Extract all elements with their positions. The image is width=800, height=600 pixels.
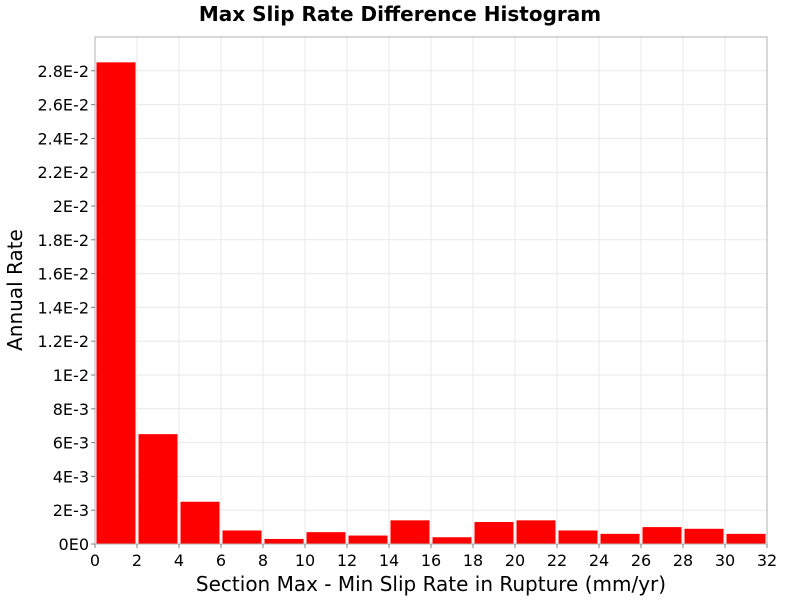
histogram-bar bbox=[348, 535, 388, 544]
x-tick-label: 10 bbox=[295, 551, 315, 570]
histogram-bar bbox=[684, 528, 724, 544]
x-tick-label: 12 bbox=[337, 551, 357, 570]
histogram-bar bbox=[306, 532, 346, 544]
y-tick-label: 6E-3 bbox=[53, 434, 89, 453]
x-tick-label: 6 bbox=[216, 551, 226, 570]
histogram-bar bbox=[726, 533, 766, 544]
x-tick-label: 16 bbox=[421, 551, 441, 570]
grid-layer bbox=[94, 37, 768, 545]
y-tick-label: 2E-3 bbox=[53, 501, 89, 520]
histogram-bar bbox=[138, 434, 178, 544]
histogram-bar bbox=[600, 533, 640, 544]
x-tick-label: 30 bbox=[715, 551, 735, 570]
histogram-bar bbox=[222, 530, 262, 544]
y-tick-label: 2.4E-2 bbox=[37, 129, 89, 148]
x-tick-label: 4 bbox=[174, 551, 184, 570]
x-tick-label: 8 bbox=[258, 551, 268, 570]
y-tick-label: 4E-3 bbox=[53, 467, 89, 486]
chart-title: Max Slip Rate Difference Histogram bbox=[199, 2, 601, 26]
y-tick-label: 1.6E-2 bbox=[37, 265, 89, 284]
y-tick-label: 1.8E-2 bbox=[37, 231, 89, 250]
y-tick-label: 1.2E-2 bbox=[37, 332, 89, 351]
y-tick-label: 1E-2 bbox=[53, 366, 89, 385]
x-tick-label: 2 bbox=[132, 551, 142, 570]
histogram-bar bbox=[390, 520, 430, 544]
y-tick-label: 2E-2 bbox=[53, 197, 89, 216]
histogram-bar bbox=[516, 520, 556, 544]
bars-layer bbox=[96, 62, 766, 544]
y-tick-label: 1.4E-2 bbox=[37, 298, 89, 317]
histogram-bar bbox=[558, 530, 598, 544]
x-tick-label: 22 bbox=[547, 551, 567, 570]
histogram-bar bbox=[642, 527, 682, 544]
histogram-bar bbox=[264, 538, 304, 544]
x-axis-label: Section Max - Min Slip Rate in Rupture (… bbox=[196, 572, 666, 596]
x-tick-label: 14 bbox=[379, 551, 399, 570]
x-tick-label: 26 bbox=[631, 551, 651, 570]
x-tick-label: 0 bbox=[90, 551, 100, 570]
histogram-bar bbox=[96, 62, 136, 544]
x-tick-label: 18 bbox=[463, 551, 483, 570]
y-tick-label: 8E-3 bbox=[53, 400, 89, 419]
ticks-layer: 0E0 2E-3 4E-3 6E-3 8E-3 1E-2 1.2E-2 1.4E-2 1.6E-… bbox=[37, 62, 777, 570]
y-axis-label: Annual Rate bbox=[3, 229, 27, 351]
histogram-bar bbox=[180, 501, 220, 544]
y-tick-label: 2.6E-2 bbox=[37, 96, 89, 115]
histogram-bar bbox=[432, 537, 472, 544]
y-tick-label: 0E0 bbox=[59, 535, 89, 554]
x-tick-label: 28 bbox=[673, 551, 693, 570]
y-tick-label: 2.8E-2 bbox=[37, 62, 89, 81]
histogram-bar bbox=[474, 522, 514, 544]
x-tick-label: 32 bbox=[757, 551, 777, 570]
y-tick-label: 2.2E-2 bbox=[37, 163, 89, 182]
x-tick-label: 20 bbox=[505, 551, 525, 570]
x-tick-label: 24 bbox=[589, 551, 609, 570]
